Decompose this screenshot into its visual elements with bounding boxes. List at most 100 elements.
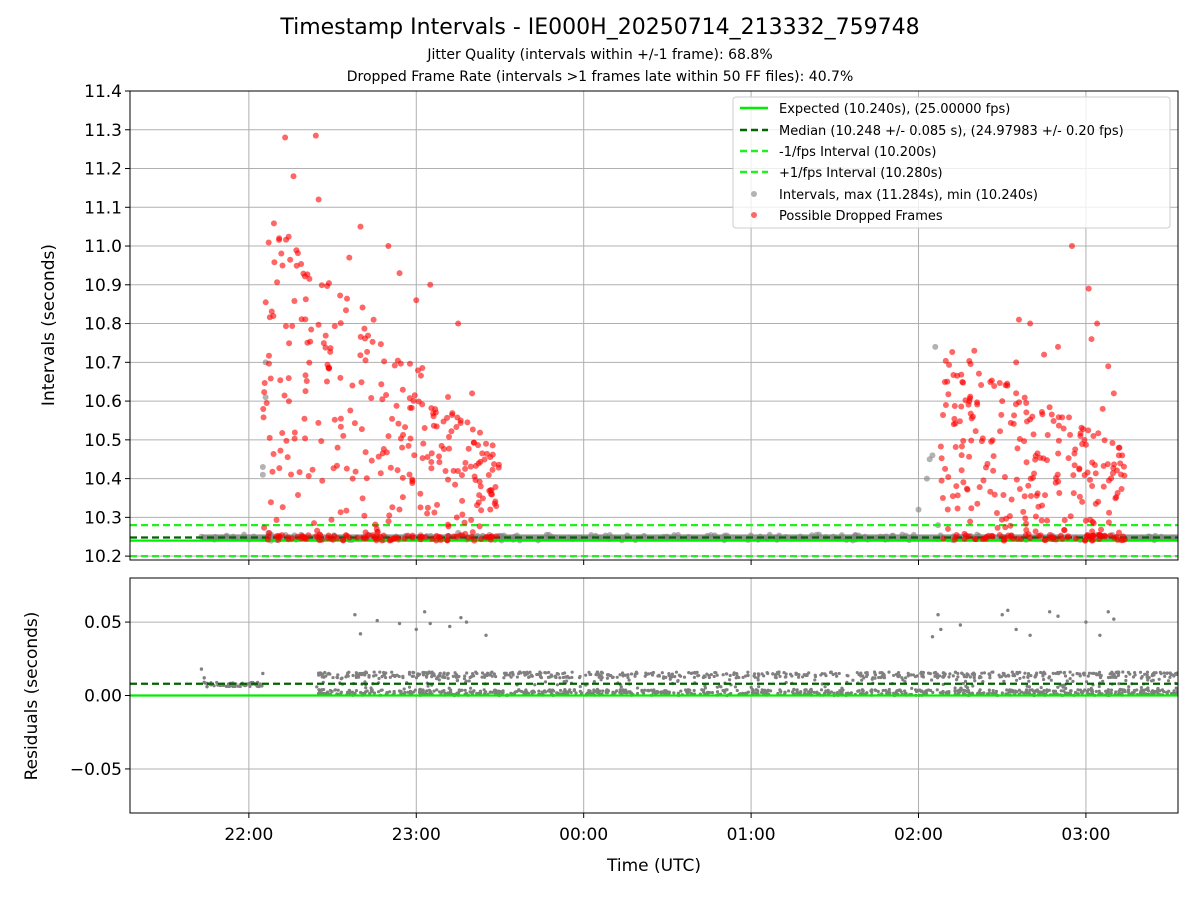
residual-point [804, 688, 808, 692]
dropped-frame-point [994, 524, 1001, 531]
dropped-frame-point [479, 450, 486, 457]
legend-plus-fps-label: +1/fps Interval (10.280s) [779, 166, 943, 181]
residual-point [358, 632, 363, 636]
residual-point [388, 675, 392, 679]
residual-point [715, 685, 719, 689]
dropped-frame-point [273, 517, 280, 524]
interval-point [932, 343, 939, 350]
residual-point [1073, 690, 1078, 695]
residual-point [1114, 675, 1118, 679]
dropped-frame-point [951, 403, 958, 410]
dropped-frame-point [1013, 390, 1020, 397]
dropped-frame-point [1044, 431, 1051, 438]
residual-point [620, 671, 625, 675]
residual-point [601, 689, 605, 693]
residual-point [437, 678, 441, 682]
dropped-frame-point [1031, 470, 1038, 477]
dropped-frame-point [491, 461, 498, 468]
dropped-frame-point [354, 534, 361, 541]
dropped-frame-point [455, 320, 462, 327]
interval-point [838, 532, 845, 538]
dropped-frame-point [399, 494, 406, 501]
residual-point [1030, 688, 1034, 692]
residual-point [1169, 672, 1173, 677]
dropped-frame-point [1098, 526, 1105, 533]
dropped-frame-point [1034, 450, 1041, 457]
residual-point [1140, 675, 1144, 679]
dropped-frame-point [358, 426, 365, 433]
dropped-frame-point [1113, 467, 1120, 474]
residual-point [1000, 613, 1004, 617]
dropped-frame-point [1061, 527, 1068, 534]
residual-point [402, 687, 406, 691]
dropped-frame-point [988, 438, 995, 445]
dropped-frame-point [1059, 414, 1066, 421]
residual-point [482, 688, 486, 692]
residual-point [1167, 689, 1171, 693]
dropped-frame-point [322, 332, 329, 339]
residual-point [834, 671, 838, 676]
dropped-frame-point [1116, 444, 1123, 451]
residual-point [390, 670, 394, 674]
dropped-frame-point [956, 418, 963, 425]
residual-point [490, 670, 494, 674]
residual-point [709, 672, 713, 677]
dropped-frame-point [312, 132, 319, 139]
dropped-frame-point [359, 304, 366, 311]
dropped-frame-point [1056, 489, 1063, 496]
residual-point [1090, 690, 1094, 694]
interval-point [809, 532, 815, 538]
residual-point [1007, 674, 1011, 678]
dropped-frame-point [293, 262, 300, 269]
residual-point [540, 690, 544, 694]
dropped-frame-point [337, 374, 344, 381]
residual-point [809, 689, 814, 693]
dropped-frame-point [1001, 534, 1008, 541]
residual-point [544, 671, 548, 675]
residual-point [754, 688, 758, 692]
intervals-y-axis-label: Intervals (seconds) [39, 244, 59, 406]
dropped-frame-point [406, 395, 413, 402]
dropped-frame-point [411, 452, 418, 459]
dropped-frame-point [951, 415, 958, 422]
residual-point [942, 671, 946, 675]
dropped-frame-point [298, 535, 305, 542]
residual-point [1039, 685, 1043, 690]
dropped-frame-point [361, 325, 368, 332]
residual-point [407, 670, 412, 674]
dropped-frame-point [288, 471, 295, 478]
residual-point [914, 689, 919, 694]
residual-point [555, 691, 559, 695]
dropped-frame-point [309, 466, 316, 473]
dropped-frame-point [954, 492, 961, 499]
residual-point [897, 673, 902, 678]
residual-point [372, 670, 376, 674]
dropped-frame-point [967, 518, 974, 525]
dropped-frame-point [1120, 533, 1127, 540]
intervals-y-tick-label: 11.0 [84, 237, 122, 257]
residual-point [729, 691, 733, 696]
residual-point [626, 675, 630, 680]
residual-point [790, 674, 794, 678]
residual-point [345, 673, 349, 677]
residual-point [577, 675, 582, 680]
residual-point [745, 691, 749, 695]
dropped-frame-point [340, 537, 347, 544]
residual-point [799, 690, 803, 694]
dropped-frame-point [453, 423, 460, 430]
residual-point [1152, 673, 1156, 677]
residual-point [778, 674, 782, 679]
dropped-frame-point [1030, 431, 1037, 438]
dropped-frame-point [445, 393, 452, 400]
residual-point [864, 674, 869, 679]
dropped-frame-point [337, 415, 344, 422]
dropped-frame-point [944, 525, 951, 532]
residual-point [884, 688, 888, 692]
dropped-frame-point [991, 491, 998, 498]
residual-point [963, 679, 968, 683]
residual-point [746, 670, 750, 674]
dropped-frame-point [1108, 475, 1115, 482]
dropped-frame-point [389, 504, 396, 511]
residual-point [1114, 690, 1118, 694]
residual-point [1086, 674, 1090, 678]
